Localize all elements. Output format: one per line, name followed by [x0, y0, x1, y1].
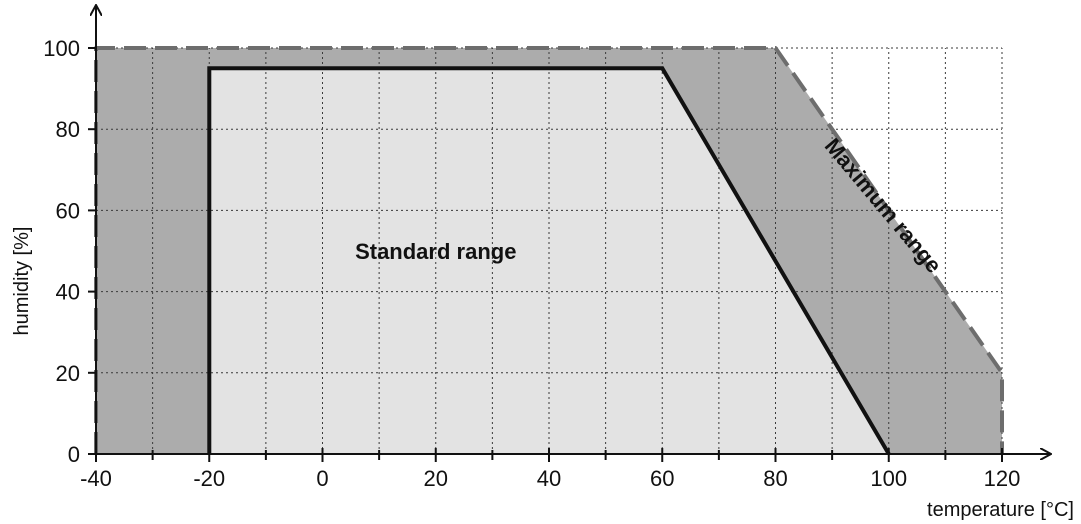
y-tick-label: 40: [56, 280, 80, 305]
standard-range-outline: [207, 66, 891, 456]
outlines: [94, 46, 1004, 456]
grid: [96, 47, 1003, 454]
x-tick-label: 80: [763, 466, 787, 491]
y-tick-label: 20: [56, 361, 80, 386]
x-tick-label: -40: [80, 466, 112, 491]
x-tick-label: 120: [984, 466, 1021, 491]
x-axis-title: temperature [°C]: [927, 499, 1074, 521]
x-tick-label: 40: [537, 466, 561, 491]
y-tick-label: 0: [68, 442, 80, 467]
y-tick-label: 100: [43, 36, 80, 61]
y-axis-title: humidity [%]: [11, 227, 33, 336]
ticks: -40 -20 0 20 40 60 80 100 120 0 20 40 60 80 100: [43, 36, 1020, 491]
x-tick-label: 60: [650, 466, 674, 491]
y-tick-label: 60: [56, 198, 80, 223]
x-tick-label: 100: [870, 466, 907, 491]
x-tick-label: 20: [424, 466, 448, 491]
x-tick-label: -20: [193, 466, 225, 491]
x-tick-label: 0: [316, 466, 328, 491]
y-tick-label: 80: [56, 117, 80, 142]
standard-range-label: Standard range: [355, 239, 516, 264]
maximum-range-outline: [94, 46, 1004, 454]
axes: [96, 6, 1050, 454]
